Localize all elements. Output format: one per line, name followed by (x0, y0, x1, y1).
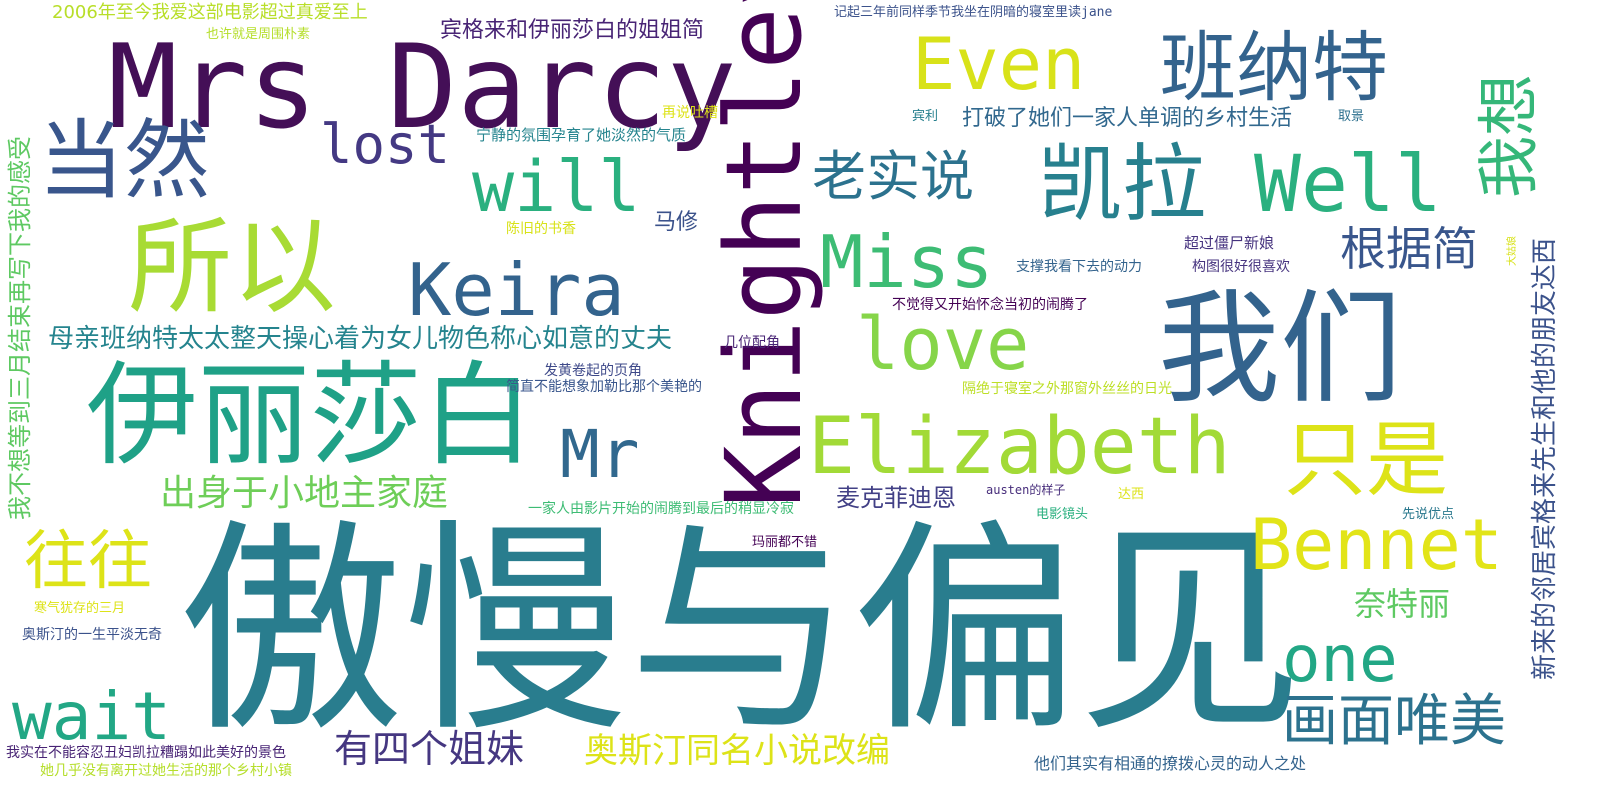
word-maxiu: 马修 (654, 210, 699, 235)
word-austen-yangzi: austen的样子 (986, 483, 1066, 497)
word-keira: Keira (408, 248, 625, 332)
word-you-sige-jiemei: 有四个姐妹 (334, 727, 525, 771)
word-qujing: 取景 (1338, 109, 1365, 124)
word-aoman-yu-pianjian: 傲慢与偏见 (178, 501, 1303, 763)
word-maikefeidien: 麦克菲迪恩 (836, 484, 956, 512)
word-fahuang: 发黄卷起的页角 (544, 363, 642, 379)
word-dianying-jingtou: 电影镜头 (1036, 507, 1089, 522)
word-goutu: 构图很好很喜欢 (1192, 259, 1290, 275)
word-huamian-weimei: 画面唯美 (1282, 689, 1506, 754)
word-kaila: 凯拉 (1038, 135, 1207, 233)
word-bennet: Bennet (1250, 504, 1503, 586)
word-bujuede: 不觉得又开始怀念当初的闹腾了 (892, 297, 1088, 313)
word-chaoguo-jiangshi: 超过僵尸新娘 (1184, 234, 1275, 252)
word-naiteli: 奈特丽 (1354, 585, 1451, 623)
word-tajihu: 她几乎没有离开过她生活的那个乡村小镇 (40, 763, 292, 779)
word-wangwang: 往往 (24, 525, 152, 599)
word-woxiang: 我想 (1472, 73, 1545, 198)
word-zaishuo-tucao: 再说吐槽 (662, 105, 718, 121)
word-genju-jian: 根据简 (1340, 222, 1478, 276)
word-even: Even (912, 22, 1086, 106)
word-love: love (856, 302, 1030, 386)
word-suoyi: 所以 (128, 206, 337, 328)
word-binli: 宾利 (912, 109, 939, 124)
word-jiqi-sannian: 记起三年前同样季节我坐在阴暗的寝室里读jane (834, 5, 1113, 20)
word-mr: Mr (560, 416, 640, 493)
word-elizabeth-cn: 伊丽莎白 (86, 351, 534, 481)
word-woshizai: 我实在不能容忍丑妇凯拉糟蹋如此美好的景色 (6, 745, 286, 761)
word-2006: 2006年至今我爱这部电影超过真爱至上 (52, 2, 368, 23)
word-binggelai-jian: 宾格来和伊丽莎白的姐姐简 (440, 18, 705, 43)
word-muqin-bannate: 母亲班纳特太太整天操心着为女儿物色称心如意的丈夫 (48, 324, 673, 354)
word-wait: wait (12, 678, 171, 755)
word-laoshishuo: 老实说 (812, 145, 974, 208)
word-women: 我们 (1158, 278, 1402, 420)
word-miss: Miss (820, 220, 994, 304)
word-xianshuo-youdian: 先说优点 (1402, 507, 1455, 522)
word-ningjing: 宁静的氛围孕育了她淡然的气质 (476, 126, 687, 144)
word-one: one (1282, 623, 1398, 697)
word-mrs-darcy: Mrs Darcy (108, 20, 737, 155)
word-tamen-qishi: 他们其实有相通的撩拨心灵的动人之处 (1034, 754, 1307, 773)
word-gejue: 隔绝于寝室之外那窗外丝丝的日光 (962, 381, 1172, 397)
word-xinlai-linju: 新来的邻居宾格来先生和他的朋友达西 (1530, 237, 1560, 680)
word-knightley: Knightley (703, 0, 825, 508)
word-well: Well (1254, 140, 1442, 230)
word-hanqi: 寒气犹存的三月 (34, 601, 126, 616)
word-yijiaren: 一家人由影片开始的闹腾到最后的稍显冷寂 (528, 501, 794, 517)
word-chushen: 出身于小地主家庭 (160, 473, 449, 514)
word-lost: lost (320, 113, 451, 176)
word-dapo: 打破了她们一家人单调的乡村生活 (962, 106, 1293, 131)
word-daguniang: 大姑娘 (1507, 236, 1518, 266)
word-daxi: 达西 (1118, 487, 1145, 502)
word-mali: 玛丽都不错 (752, 535, 818, 550)
word-dangran: 当然 (38, 111, 210, 211)
word-will: will (472, 146, 641, 228)
word-zhicheng: 支撑我看下去的动力 (1016, 259, 1142, 275)
word-elizabeth: Elizabeth (808, 402, 1231, 492)
word-yisheng: 奥斯汀的一生平淡无奇 (22, 627, 162, 643)
word-jianzhi: 简直不能想象加勒比那个美艳的 (506, 379, 702, 395)
word-bannate: 班纳特 (1160, 23, 1388, 112)
word-yexu: 也许就是周围朴素 (206, 27, 311, 42)
word-aosiding-gaibian: 奥斯汀同名小说改编 (584, 731, 890, 771)
word-chenjiu-shuxiang: 陈旧的书香 (506, 221, 576, 237)
word-buxiang-deng: 我不想等到三月结束再写下我的感受 (6, 136, 34, 520)
word-jiwei-peijiao: 几位配角 (724, 335, 780, 351)
word-zhishi: 只是 (1284, 413, 1449, 508)
